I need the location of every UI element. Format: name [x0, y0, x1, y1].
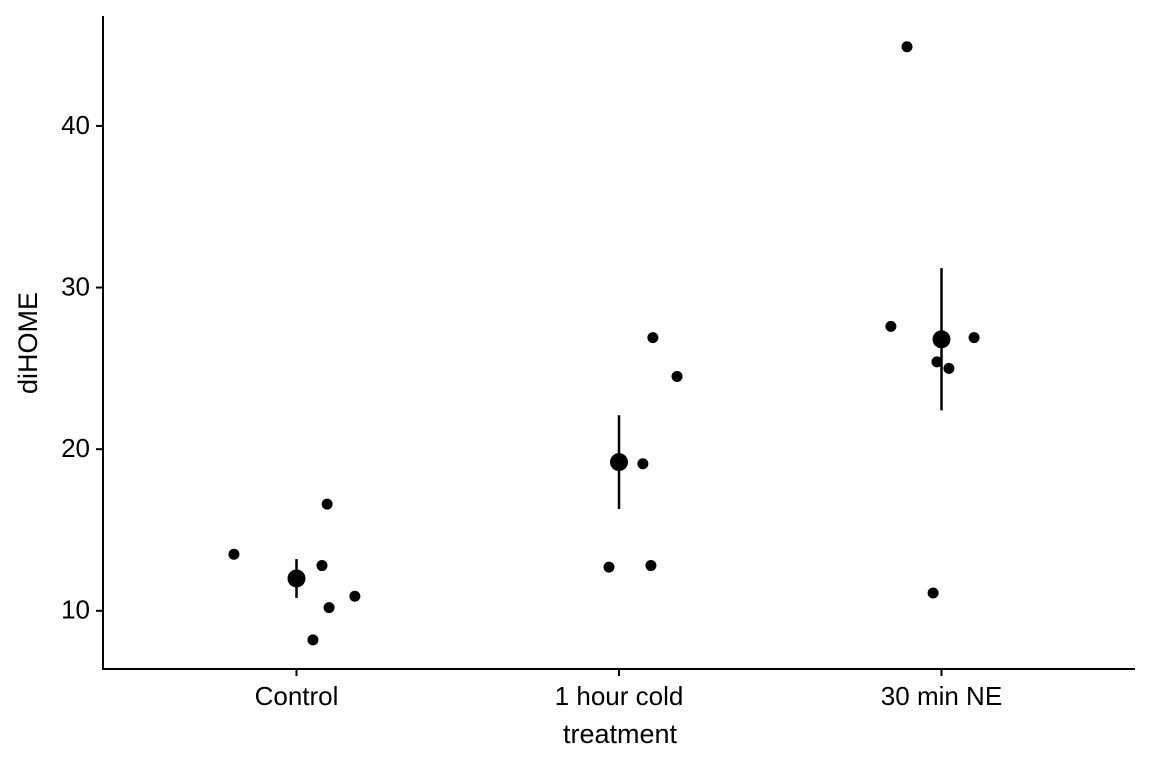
data-point [228, 548, 240, 560]
x-tick-label: 30 min NE [881, 681, 1002, 711]
mean-point [610, 453, 628, 472]
data-point [307, 634, 319, 646]
data-point [323, 602, 335, 614]
data-point [901, 41, 913, 53]
y-tick-label: 40 [61, 110, 90, 140]
data-point [968, 332, 980, 344]
y-tick-label: 20 [61, 433, 90, 463]
data-point [645, 560, 657, 572]
y-axis-label: diHOME [13, 292, 43, 394]
x-tick-label: 1 hour cold [555, 681, 684, 711]
mean-point [287, 569, 306, 588]
data-point [671, 370, 683, 382]
data-point [885, 320, 897, 332]
data-point [316, 560, 328, 572]
mean-point [932, 330, 951, 349]
data-point [637, 458, 649, 470]
data-point [349, 590, 361, 602]
data-point [647, 332, 659, 344]
x-tick-label: Control [255, 681, 339, 711]
data-point [927, 587, 939, 599]
y-tick-label: 10 [61, 595, 90, 625]
data-point [603, 561, 615, 573]
data-point [943, 362, 955, 374]
data-point [931, 356, 943, 368]
x-axis-label: treatment [563, 719, 678, 749]
data-point [321, 498, 333, 510]
y-tick-label: 30 [61, 271, 90, 301]
